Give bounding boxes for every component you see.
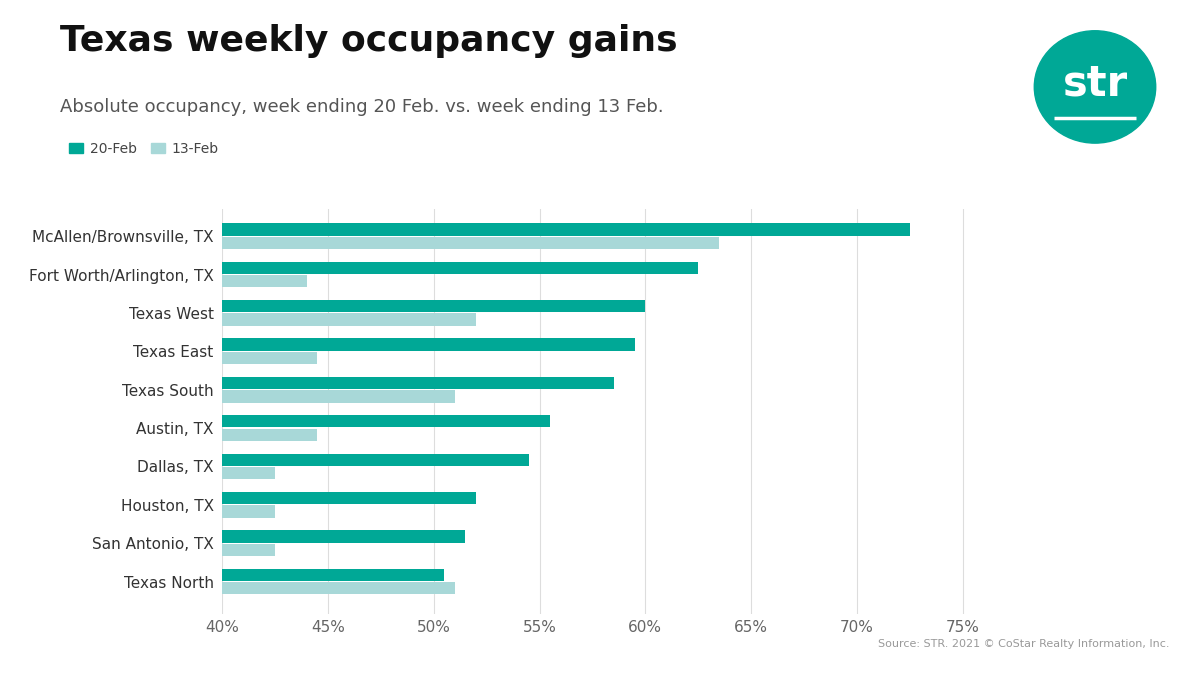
Bar [222, 415, 550, 427]
Bar [222, 531, 466, 543]
Text: str: str [1062, 62, 1128, 104]
Bar [222, 583, 455, 595]
Bar [222, 467, 275, 479]
Bar [222, 569, 444, 581]
Bar [222, 352, 317, 364]
Ellipse shape [1034, 31, 1156, 143]
Bar [222, 300, 646, 313]
Bar [222, 262, 698, 274]
Bar [222, 223, 910, 236]
Bar [222, 506, 275, 518]
Bar [222, 429, 317, 441]
Bar [222, 454, 529, 466]
Text: Absolute occupancy, week ending 20 Feb. vs. week ending 13 Feb.: Absolute occupancy, week ending 20 Feb. … [60, 98, 664, 116]
Bar [222, 390, 455, 402]
Legend: 20-Feb, 13-Feb: 20-Feb, 13-Feb [70, 142, 220, 156]
Bar [222, 377, 613, 389]
Bar [222, 275, 307, 288]
Text: Texas weekly occupancy gains: Texas weekly occupancy gains [60, 24, 678, 57]
Text: Source: STR. 2021 © CoStar Realty Information, Inc.: Source: STR. 2021 © CoStar Realty Inform… [878, 639, 1170, 649]
Bar [222, 237, 720, 249]
Bar [222, 338, 635, 351]
Bar [222, 492, 476, 504]
Bar [222, 544, 275, 556]
Bar [222, 313, 476, 326]
